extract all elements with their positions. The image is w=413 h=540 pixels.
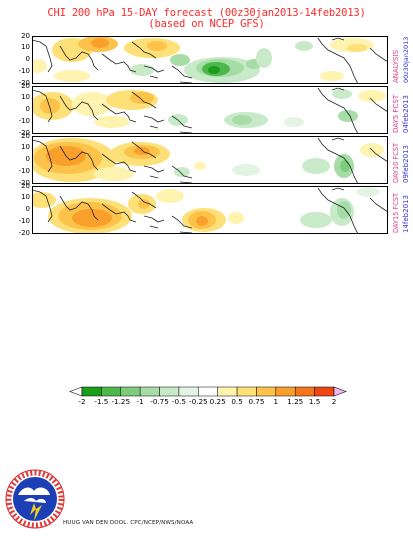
colorbar-under-triangle [69, 386, 83, 397]
y-tick: 10 [21, 143, 30, 151]
colorbar-tick-label: 2 [331, 397, 337, 406]
colorbar-tick-label: -2 [78, 397, 86, 406]
colorbar-box [275, 386, 296, 397]
colorbar-tick-label: 0.75 [248, 397, 265, 406]
title-line-2: (based on NCEP GFS) [148, 18, 265, 30]
map-panel-day10 [32, 136, 388, 184]
y-tick: 10 [21, 93, 30, 101]
colorbar-tick-label: 1 [273, 397, 279, 406]
y-tick: 10 [21, 43, 30, 51]
colorbar-box [294, 386, 315, 397]
colorbar-box [120, 386, 141, 397]
y-tick: 20 [21, 132, 30, 140]
y-tick: 10 [21, 193, 30, 201]
colorbar-over-triangle [333, 386, 347, 397]
map-panel-day15 [32, 186, 388, 234]
y-tick: -10 [18, 67, 30, 75]
y-tick: -10 [18, 217, 30, 225]
colorbar-tick-label: 0.25 [209, 397, 226, 406]
coastlines [32, 137, 388, 184]
coastlines [32, 187, 388, 234]
colorbar-box [178, 386, 199, 397]
y-tick: 0 [25, 205, 30, 213]
map-panel-day5 [32, 86, 388, 134]
y-tick: -10 [18, 117, 30, 125]
nws-logo-icon [5, 469, 65, 529]
y-tick: -10 [18, 167, 30, 175]
chi-anomaly-shading [32, 187, 380, 234]
colorbar-tick-label: -1 [136, 397, 144, 406]
y-tick: -20 [18, 229, 30, 237]
credit-text: HUUG VAN DEN DOOL. CPC/NCEP/NWS/NOAA [63, 520, 194, 526]
colorbar [69, 386, 347, 397]
colorbar-box [81, 386, 102, 397]
colorbar-tick-label: 1.5 [308, 397, 321, 406]
colorbar-box [256, 386, 277, 397]
colorbar-box [314, 386, 335, 397]
y-tick: -20 [18, 129, 30, 137]
colorbar-box [101, 386, 122, 397]
y-tick: 0 [25, 155, 30, 163]
colorbar-box [236, 386, 257, 397]
y-tick: 20 [21, 182, 30, 190]
y-tick: -20 [18, 179, 30, 187]
y-tick: 0 [25, 55, 30, 63]
y-tick: -20 [18, 79, 30, 87]
colorbar-tick-label: 1.25 [287, 397, 304, 406]
colorbar-box [159, 386, 180, 397]
chi-anomaly-shading [32, 36, 374, 83]
colorbar-tick-label: 0.5 [231, 397, 243, 406]
y-tick: 0 [25, 105, 30, 113]
map-panel-analysis [32, 36, 388, 84]
colorbar-tick-label: -1.5 [94, 397, 109, 406]
title-line-1: CHI 200 hPa 15-DAY forecast (00z30jan201… [47, 7, 366, 19]
chi-anomaly-shading [32, 89, 386, 128]
coastlines [32, 87, 388, 134]
colorbar-tick-label: -0.75 [150, 397, 169, 406]
colorbar-tick-label: -0.25 [188, 397, 208, 406]
y-tick: 20 [21, 32, 30, 40]
colorbar-box [139, 386, 160, 397]
colorbar-box [198, 386, 218, 397]
y-tick: 20 [21, 82, 30, 90]
colorbar-tick-label: -0.5 [171, 397, 186, 406]
coastlines [32, 37, 388, 84]
colorbar-tick-label: -1.25 [111, 397, 131, 406]
colorbar-box [217, 386, 238, 397]
